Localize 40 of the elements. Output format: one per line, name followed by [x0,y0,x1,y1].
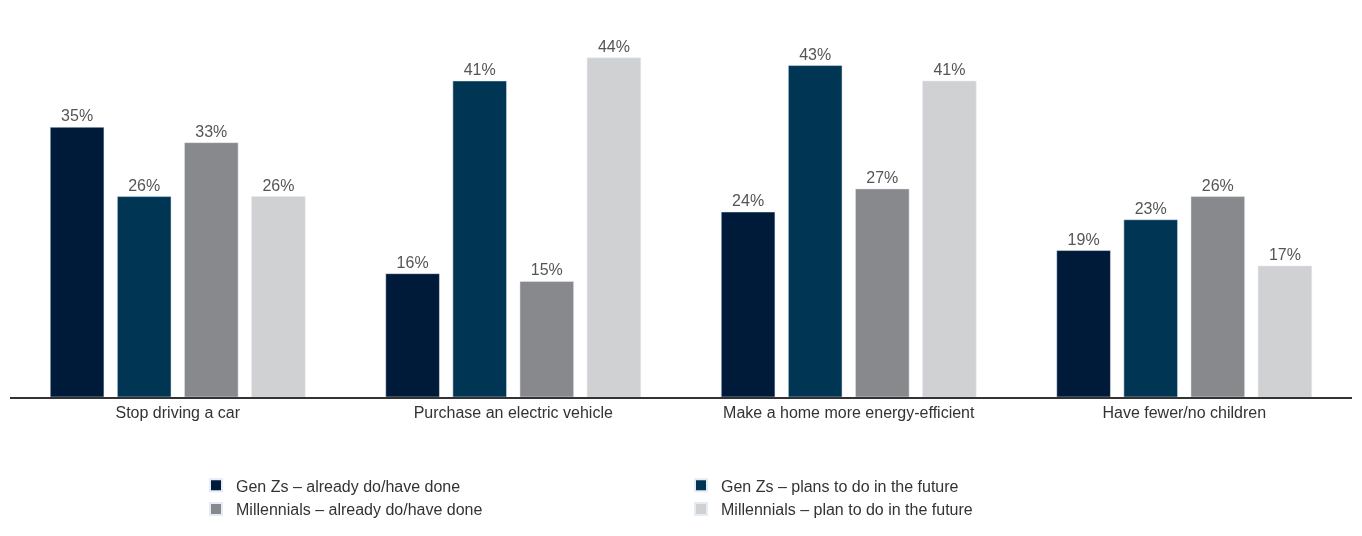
x-tick-label: Make a home more energy-efficient [723,403,975,421]
bar [788,65,843,397]
data-label: 19% [1067,230,1100,248]
bar [1056,250,1111,397]
bar [922,80,977,397]
bar [1123,219,1178,397]
bar [251,196,306,397]
bar [385,273,440,397]
bar [1257,265,1312,397]
x-tick-label: Have fewer/no children [1102,403,1267,421]
data-label: 24% [732,192,765,210]
data-label: 44% [597,37,630,55]
x-tick-label: Stop driving a car [115,403,241,421]
data-label: 26% [1201,176,1234,194]
data-label: 23% [1134,199,1167,217]
bar [452,80,507,397]
bar [721,211,776,397]
data-label: 17% [1268,245,1301,263]
data-label: 35% [61,107,94,125]
legend-label: Gen Zs – already do/have done [236,477,461,495]
bar [50,126,105,397]
x-tick-label: Purchase an electric vehicle [413,403,613,421]
data-label: 27% [866,168,899,186]
data-label: 33% [195,122,228,140]
bar [855,188,910,397]
legend-label: Gen Zs – plans to do in the future [721,477,959,495]
data-label: 26% [262,176,295,194]
bar [519,281,574,397]
data-label: 41% [933,60,966,78]
data-label: 43% [799,45,832,63]
data-label: 26% [128,176,161,194]
bar [1190,196,1245,397]
legend-label: Millennials – already do/have done [236,501,483,519]
data-label: 15% [530,261,563,279]
bar [184,142,239,397]
bar [586,57,641,397]
data-label: 16% [396,253,429,271]
data-label: 41% [463,60,496,78]
bar [117,196,172,397]
legend-label: Millennials – plan to do in the future [721,501,973,519]
